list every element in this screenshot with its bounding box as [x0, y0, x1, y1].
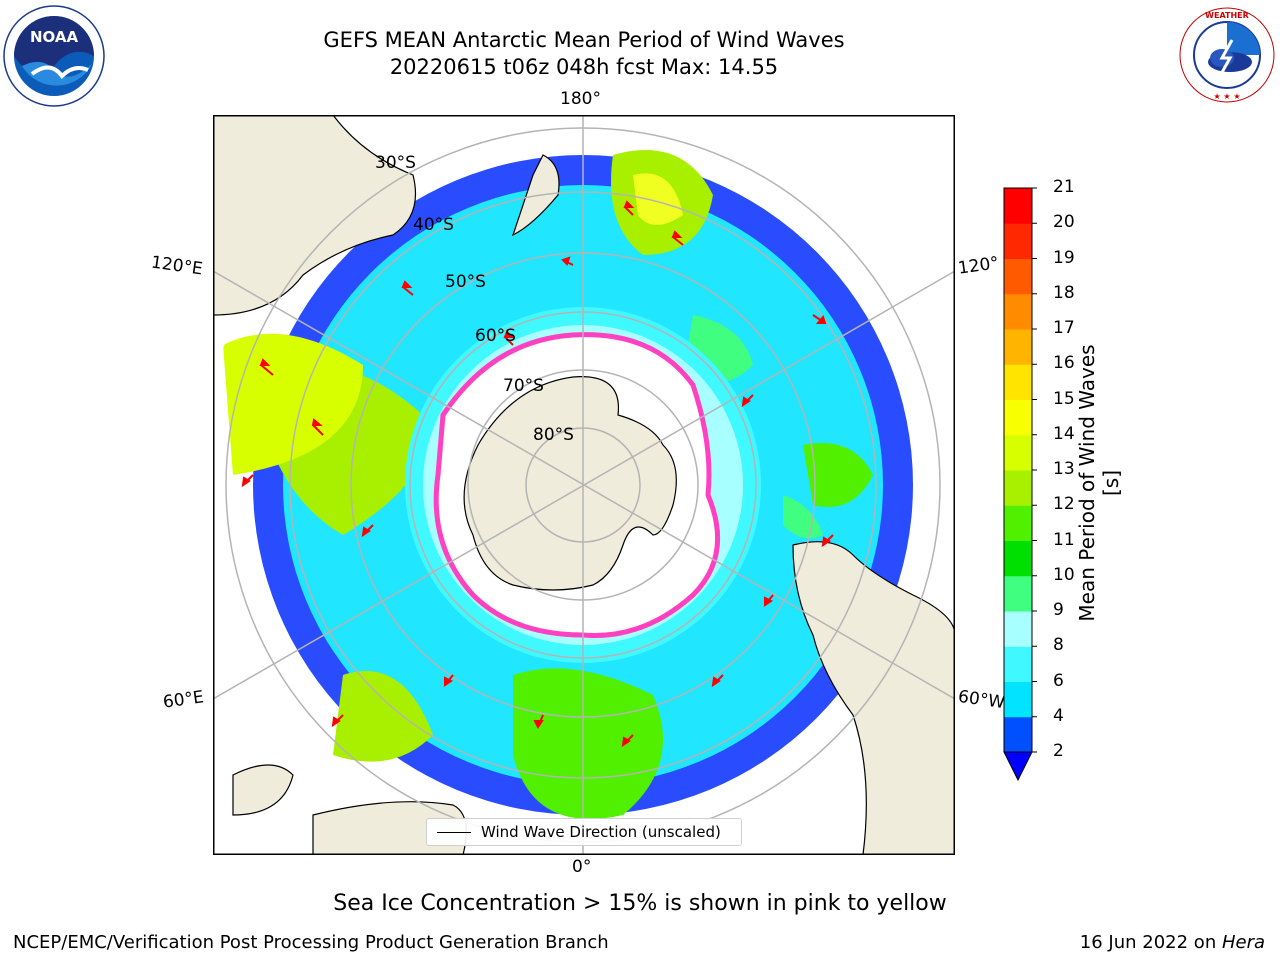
lon-label-120e: 120°E — [149, 252, 204, 280]
colorbar-tick-label: 19 — [1053, 247, 1075, 268]
lat-label-40s: 40°S — [413, 215, 454, 235]
legend-line-swatch — [437, 831, 471, 833]
madagascar — [232, 764, 294, 816]
lon-label-120w: 120° — [956, 253, 1001, 279]
colorbar-label: Mean Period of Wind Waves [s] — [1075, 344, 1123, 622]
colorbar-under-arrow — [1003, 751, 1033, 782]
colorbar-segment — [1004, 716, 1032, 753]
colorbar-tick-label: 6 — [1053, 670, 1064, 691]
colorbar-tick-label: 13 — [1053, 459, 1075, 479]
colorbar-tick-label: 18 — [1053, 282, 1075, 303]
lon-label-60e: 60°E — [161, 687, 206, 713]
noaa-logo: NOAA — [3, 5, 105, 107]
lat-label-50s: 50°S — [445, 272, 486, 292]
colorbar-segment — [1004, 364, 1032, 400]
colorbar-tick-label: 17 — [1053, 318, 1075, 338]
lat-label-60s: 60°S — [475, 326, 516, 346]
colorbar-segment — [1004, 505, 1032, 541]
colorbar-segment — [1004, 258, 1032, 295]
colorbar-segment — [1004, 188, 1032, 224]
colorbar-segment — [1004, 540, 1032, 577]
australia — [213, 115, 417, 316]
colorbar-tick-label: 11 — [1053, 529, 1075, 550]
south-america — [792, 541, 955, 855]
colorbar — [1003, 187, 1037, 782]
lon-label-60w: 60°W — [956, 686, 1007, 714]
lon-label-0: 0° — [572, 857, 592, 877]
legend-label: Wind Wave Direction (unscaled) — [481, 823, 721, 841]
colorbar-tick-label: 15 — [1053, 388, 1075, 409]
lon-label-180: 180° — [560, 89, 601, 109]
colorbar-segment — [1004, 434, 1032, 471]
colorbar-tick-label: 9 — [1053, 600, 1064, 620]
antarctica — [463, 376, 677, 591]
new-zealand — [511, 154, 560, 237]
noaa-logo-text: NOAA — [30, 28, 79, 46]
colorbar-segment — [1004, 399, 1032, 436]
colorbar-tick-label: 12 — [1053, 494, 1075, 515]
graticule — [213, 115, 955, 855]
colorbar-tick-label: 16 — [1053, 353, 1075, 374]
polar-map: 30°S 40°S 50°S 60°S 70°S 80°S — [213, 115, 955, 855]
footer-machine: Hera — [1221, 932, 1265, 953]
colorbar-tick-label: 14 — [1053, 423, 1075, 444]
colorbar-tick-label: 10 — [1053, 564, 1075, 585]
colorbar-segment — [1004, 223, 1032, 259]
colorbar-tick-label: 2 — [1053, 741, 1064, 761]
chart-title: GEFS MEAN Antarctic Mean Period of Wind … — [323, 28, 845, 52]
colorbar-segment — [1004, 646, 1032, 682]
colorbar-ticks: 2 4 6 8 9 10 11 12 13 14 15 16 17 18 19 20 21 — [1050, 0, 1090, 960]
lat-label-70s: 70°S — [503, 376, 544, 396]
colorbar-segment — [1004, 575, 1032, 612]
colorbar-segment — [1004, 293, 1032, 330]
colorbar-segment — [1004, 329, 1032, 365]
colorbar-segment — [1004, 470, 1032, 506]
chart-subtitle: 20220615 t06z 048h fcst Max: 14.55 — [389, 55, 779, 79]
lat-label-80s: 80°S — [533, 425, 574, 445]
nws-logo: WEATHER ★ ★ ★ — [1179, 7, 1275, 103]
lat-label-30s: 30°S — [375, 153, 416, 173]
colorbar-tick-label: 4 — [1053, 705, 1064, 726]
colorbar-segment — [1004, 681, 1032, 718]
footer-credit: NCEP/EMC/Verification Post Processing Pr… — [13, 932, 609, 953]
svg-text:WEATHER: WEATHER — [1205, 11, 1249, 20]
svg-text:★ ★ ★: ★ ★ ★ — [1213, 92, 1240, 101]
colorbar-tick-label: 21 — [1053, 177, 1075, 197]
wind-direction-arrows — [241, 200, 834, 748]
colorbar-tick-label: 8 — [1053, 635, 1064, 656]
map-legend: Wind Wave Direction (unscaled) — [426, 818, 742, 846]
colorbar-tick-label: 20 — [1053, 212, 1075, 233]
map-frame — [213, 115, 955, 855]
footer-date-text: 16 Jun 2022 on — [1079, 932, 1222, 953]
footer-date: 16 Jun 2022 on Hera — [1080, 932, 1265, 953]
colorbar-segment — [1004, 611, 1032, 647]
sea-ice-footnote: Sea Ice Concentration > 15% is shown in … — [333, 891, 947, 916]
